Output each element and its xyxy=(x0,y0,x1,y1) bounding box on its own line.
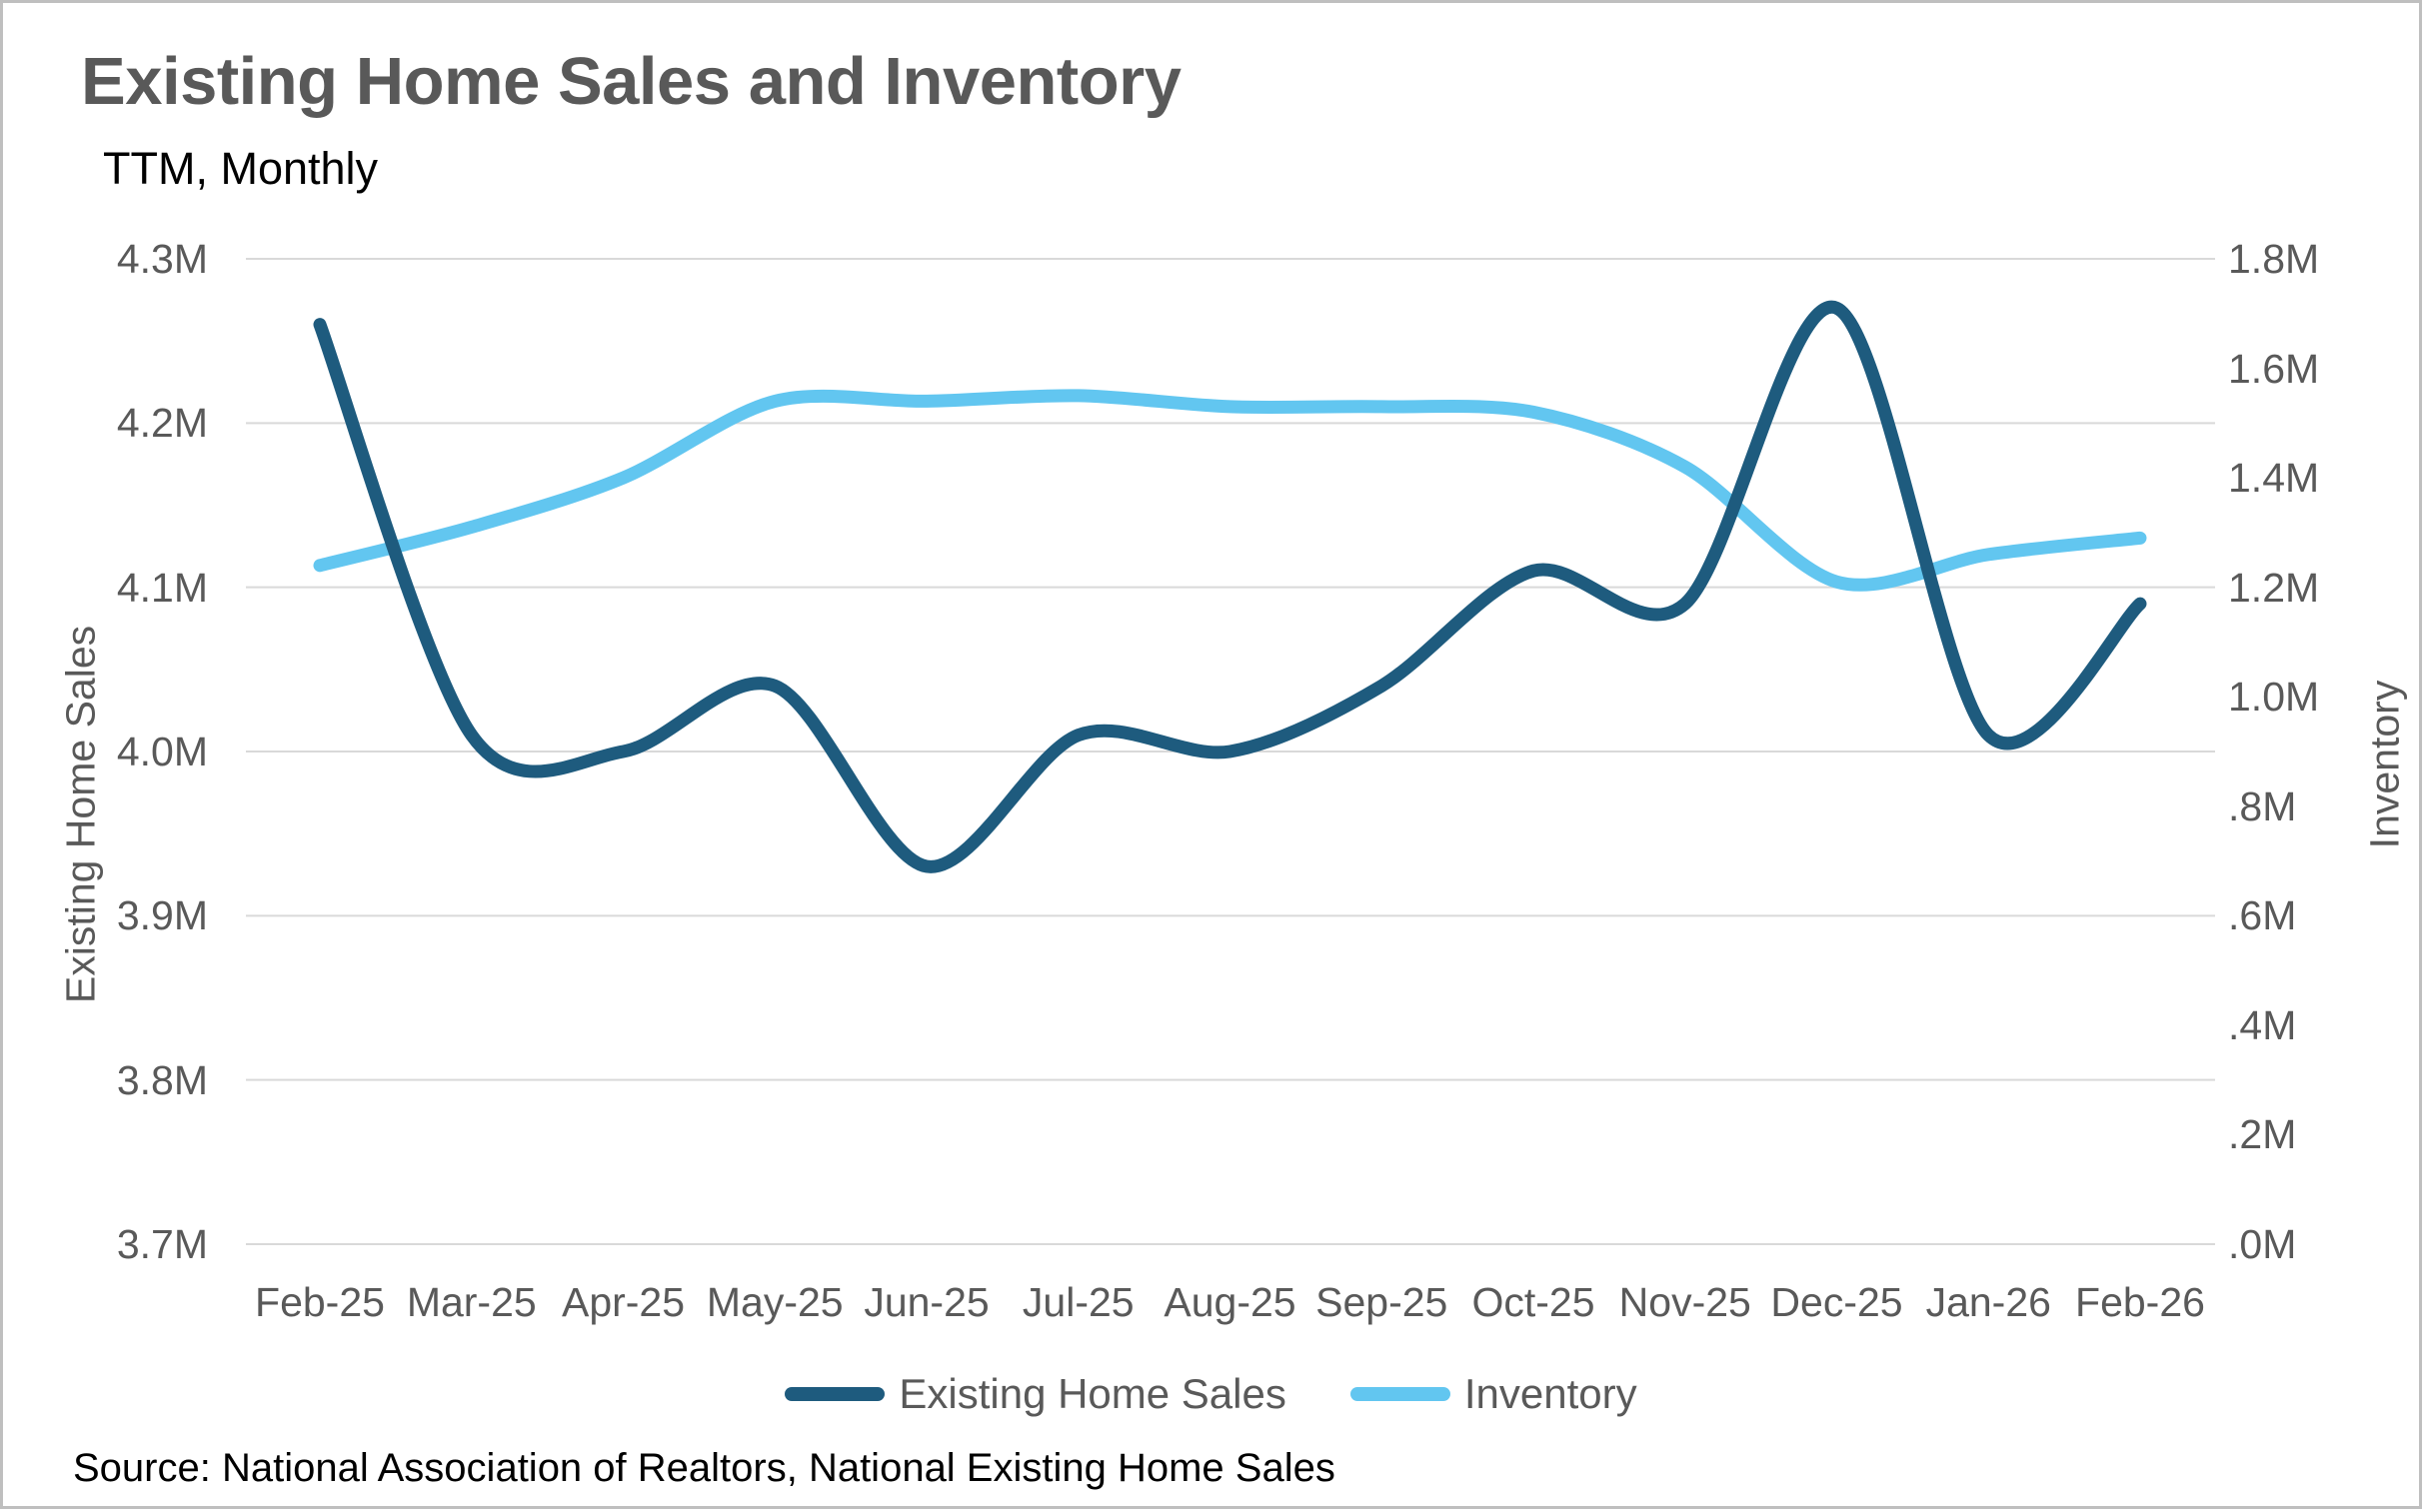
right-axis-title: Inventory xyxy=(2361,680,2408,849)
right-axis-tick: 1.0M xyxy=(2228,674,2320,721)
right-axis-tick: 1.8M xyxy=(2228,236,2320,282)
x-axis-tick: Oct-25 xyxy=(1471,1279,1595,1325)
plot-area xyxy=(246,258,2215,1245)
sales-line xyxy=(313,300,2147,873)
left-axis-tick: 3.8M xyxy=(116,1056,208,1103)
x-axis-tick: Apr-25 xyxy=(561,1279,686,1325)
x-axis-tick: Aug-25 xyxy=(1164,1279,1296,1325)
x-axis-tick: Jan-26 xyxy=(1925,1279,2051,1325)
x-axis-tick: May-25 xyxy=(706,1279,844,1325)
left-axis-title: Existing Home Sales xyxy=(57,625,104,1004)
right-axis-tick: .4M xyxy=(2228,1001,2297,1048)
left-axis-tick: 4.2M xyxy=(116,400,208,447)
right-axis-tick: 1.2M xyxy=(2228,564,2320,611)
left-axis-tick: 3.7M xyxy=(116,1221,208,1267)
x-axis-tick: Sep-25 xyxy=(1315,1279,1448,1325)
chart-subtitle: TTM, Monthly xyxy=(103,143,379,194)
legend-item-sales: Existing Home Sales xyxy=(785,1370,1286,1418)
right-axis-tick: .6M xyxy=(2228,892,2297,939)
inventory-line xyxy=(313,389,2147,592)
legend-label-inventory: Inventory xyxy=(1463,1370,1637,1417)
x-axis-tick: Jun-25 xyxy=(864,1279,990,1325)
x-axis-tick: Dec-25 xyxy=(1770,1279,1903,1325)
x-axis-tick: Nov-25 xyxy=(1618,1279,1751,1325)
x-axis-tick: Mar-25 xyxy=(406,1279,537,1325)
sales-line-swatch xyxy=(785,1387,886,1401)
source-note: Source: National Association of Realtors… xyxy=(73,1446,1335,1490)
x-axis-tick: Feb-26 xyxy=(2075,1279,2205,1325)
right-axis-tick: .8M xyxy=(2228,782,2297,829)
legend: Existing Home Sales Inventory xyxy=(3,1370,2419,1418)
inventory-line-swatch xyxy=(1349,1387,1450,1401)
x-axis-tick: Feb-25 xyxy=(255,1279,385,1325)
right-axis-tick: .0M xyxy=(2228,1221,2297,1267)
right-axis-tick: 1.6M xyxy=(2228,345,2320,392)
left-axis-tick: 4.1M xyxy=(116,564,208,611)
left-axis-tick: 4.3M xyxy=(116,236,208,282)
left-axis-tick: 4.0M xyxy=(116,729,208,774)
legend-item-inventory: Inventory xyxy=(1349,1370,1637,1418)
page-title: Existing Home Sales and Inventory xyxy=(81,44,1182,119)
left-axis-tick: 3.9M xyxy=(116,892,208,939)
right-axis-tick: 1.4M xyxy=(2228,455,2320,502)
x-axis-tick: Jul-25 xyxy=(1022,1279,1135,1325)
right-axis-tick: .2M xyxy=(2228,1111,2297,1158)
legend-label-sales: Existing Home Sales xyxy=(899,1370,1286,1417)
